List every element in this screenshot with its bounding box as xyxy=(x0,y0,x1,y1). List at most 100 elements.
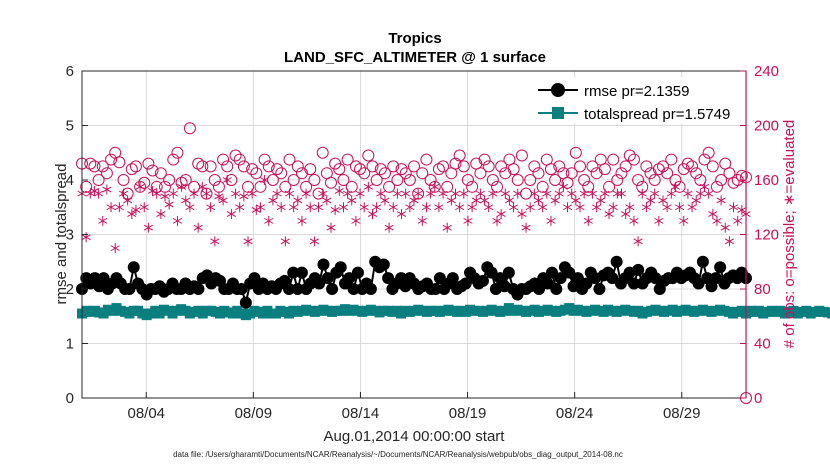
obs-evaluated-point xyxy=(550,195,560,206)
obs-evaluated-point xyxy=(264,215,274,226)
obs-possible-point xyxy=(295,167,308,180)
obs-evaluated-point xyxy=(579,188,589,199)
y-tick-label: 0 xyxy=(66,390,74,407)
y-right-tick-label: 0 xyxy=(754,390,762,407)
x-tick-label: 08/04 xyxy=(127,405,165,422)
rmse-point xyxy=(580,277,593,290)
obs-evaluated-point xyxy=(442,222,452,233)
obs-possible-point xyxy=(536,180,549,193)
obs-evaluated-point xyxy=(156,209,166,220)
obs-evaluated-point xyxy=(218,195,228,206)
obs-possible-point xyxy=(544,163,557,176)
obs-evaluated-point xyxy=(318,188,328,199)
obs-possible-point xyxy=(640,160,653,173)
x-axis-label: Aug.01,2014 00:00:00 start xyxy=(324,428,506,445)
obs-evaluated-point xyxy=(94,188,104,199)
obs-possible-point xyxy=(702,146,715,159)
obs-possible-point xyxy=(524,174,537,186)
y-right-tick-label: 160 xyxy=(754,172,779,189)
y-right-tick-label: 120 xyxy=(754,227,779,244)
obs-possible-point xyxy=(337,174,350,186)
obs-evaluated-point xyxy=(525,202,535,213)
obs-evaluated-point xyxy=(554,188,564,199)
obs-evaluated-point xyxy=(114,202,124,213)
rmse-point xyxy=(235,283,248,295)
obs-evaluated-point xyxy=(313,202,324,213)
obs-evaluated-point xyxy=(450,188,461,199)
x-tick-label: 08/24 xyxy=(556,405,594,422)
obs-evaluated-point xyxy=(293,195,303,206)
obs-possible-point xyxy=(229,149,242,162)
obs-possible-point xyxy=(271,163,284,176)
obs-possible-point xyxy=(113,156,126,169)
obs-possible-point xyxy=(196,160,209,173)
obs-evaluated-point xyxy=(326,222,336,233)
obs-evaluated-point xyxy=(239,191,249,202)
obs-possible-point xyxy=(171,146,184,159)
obs-evaluated-point xyxy=(546,215,556,226)
obs-evaluated-point xyxy=(110,243,120,254)
obs-evaluated-point xyxy=(670,181,681,192)
obs-possible-point xyxy=(644,167,657,180)
obs-possible-point xyxy=(565,167,578,180)
rmse-point xyxy=(343,272,356,285)
obs-evaluated-point xyxy=(720,222,730,233)
y-tick-label: 6 xyxy=(66,63,74,80)
obs-evaluated-point xyxy=(600,188,610,199)
rmse-point xyxy=(123,283,136,295)
obs-possible-point xyxy=(105,153,118,166)
obs-possible-point xyxy=(511,174,524,186)
totalspread-point xyxy=(827,308,830,319)
obs-evaluated-point xyxy=(467,202,477,213)
obs-possible-point xyxy=(88,160,101,173)
obs-possible-point xyxy=(619,160,632,173)
obs-possible-point xyxy=(237,160,250,173)
obs-possible-point xyxy=(474,167,487,180)
obs-evaluated-point xyxy=(351,215,361,226)
obs-evaluated-point xyxy=(471,195,481,206)
obs-possible-point xyxy=(80,180,93,193)
obs-evaluated-point xyxy=(608,202,618,213)
obs-evaluated-point xyxy=(363,181,373,192)
obs-evaluated-point xyxy=(322,195,332,206)
obs-possible-point xyxy=(578,174,591,186)
obs-evaluated-point xyxy=(102,184,112,195)
obs-evaluated-point xyxy=(413,188,423,199)
obs-possible-point xyxy=(370,174,383,186)
obs-evaluated-point xyxy=(160,191,170,202)
obs-possible-point xyxy=(553,160,566,173)
obs-evaluated-point xyxy=(272,188,282,199)
obs-possible-point xyxy=(246,163,259,176)
rmse-point xyxy=(632,263,645,276)
y-axis-right-label: # of obs: o=possible; ∗=evaluated xyxy=(781,120,798,349)
obs-evaluated-point xyxy=(409,195,419,206)
obs-possible-point xyxy=(316,146,329,159)
obs-possible-point xyxy=(100,167,113,180)
obs-possible-point xyxy=(690,167,703,180)
obs-evaluated-point xyxy=(583,215,593,226)
obs-evaluated-point xyxy=(380,195,390,206)
obs-evaluated-point xyxy=(235,202,245,213)
obs-possible-point xyxy=(325,176,337,189)
rmse-point xyxy=(321,272,334,285)
legend-spread-marker xyxy=(552,107,564,119)
rmse-point xyxy=(313,277,326,290)
obs-evaluated-point xyxy=(164,199,174,210)
obs-possible-point xyxy=(706,160,719,173)
obs-evaluated-point xyxy=(430,181,440,192)
obs-evaluated-point xyxy=(384,222,394,233)
obs-evaluated-point xyxy=(699,181,710,192)
obs-evaluated-point xyxy=(463,215,473,226)
obs-evaluated-point xyxy=(504,195,515,206)
obs-evaluated-point xyxy=(172,215,183,226)
obs-evaluated-point xyxy=(347,195,357,206)
obs-possible-point xyxy=(549,174,562,186)
obs-evaluated-point xyxy=(131,204,141,215)
obs-possible-point xyxy=(354,163,367,176)
obs-possible-point xyxy=(461,174,474,186)
chart-subtitle: LAND_SFC_ALTIMETER @ 1 surface xyxy=(284,49,546,66)
obs-possible-point xyxy=(627,153,640,166)
x-tick-label: 08/19 xyxy=(449,405,487,422)
obs-possible-point xyxy=(507,163,520,176)
